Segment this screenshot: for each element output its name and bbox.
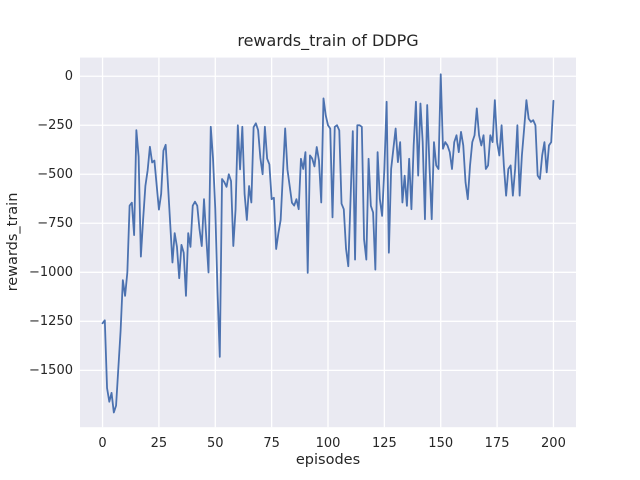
x-tick-label-150: 150: [428, 436, 454, 451]
x-tick-label-100: 100: [315, 436, 341, 451]
x-tick-label-125: 125: [371, 436, 397, 451]
y-tick-label-−1500: −1500: [29, 362, 73, 378]
chart-title: rewards_train of DDPG: [237, 31, 419, 50]
y-tick-label-−750: −750: [37, 215, 73, 231]
y-tick-label-0: 0: [64, 68, 73, 84]
x-axis-label: episodes: [295, 452, 361, 468]
x-tick-label-50: 50: [206, 436, 224, 451]
y-axis-label: rewards_train: [5, 192, 21, 292]
x-tick-label-25: 25: [150, 436, 168, 451]
rewards-train-line: [101, 73, 555, 414]
y-tick-label-−1250: −1250: [29, 313, 73, 329]
y-tick-label-−1000: −1000: [29, 264, 73, 280]
x-tick-label-75: 75: [263, 436, 280, 451]
x-tick-label-175: 175: [484, 436, 510, 451]
y-tick-label-−250: −250: [37, 117, 73, 133]
x-tick-label-0: 0: [98, 436, 107, 451]
y-tick-label-−500: −500: [37, 166, 73, 182]
x-tick-label-200: 200: [541, 436, 566, 451]
